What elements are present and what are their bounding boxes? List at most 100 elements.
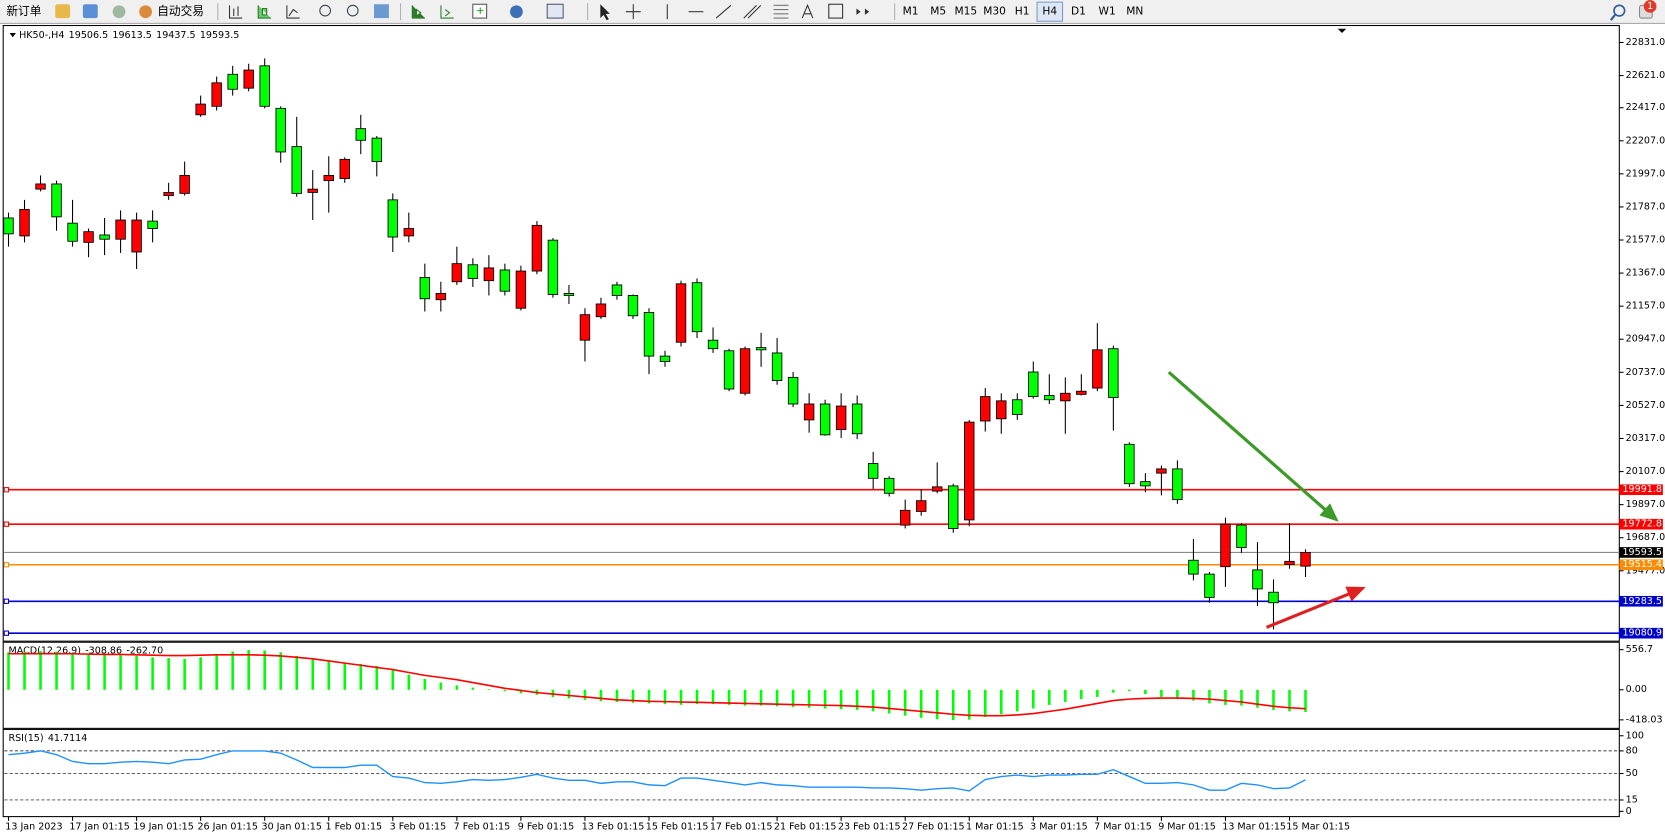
macd-bar: [391, 670, 395, 690]
notification-badge[interactable]: [1643, 0, 1657, 13]
level-label-bg: [1619, 484, 1663, 496]
x-tick-label: 27 Feb 01:15: [902, 822, 965, 833]
candle-body: [691, 282, 703, 333]
symbol: HK50-,H4: [19, 30, 64, 41]
candle-body: [1204, 573, 1215, 598]
timeframe-button[interactable]: H1: [1015, 5, 1030, 18]
macd-bar: [455, 685, 459, 690]
macd-bar: [695, 689, 699, 705]
macd-bar: [423, 678, 427, 690]
shift-icon[interactable]: [411, 5, 426, 19]
high-value: 19613.5: [112, 30, 151, 41]
level-label: 19991.8: [1622, 484, 1661, 495]
timeframe-button[interactable]: D1: [1071, 5, 1086, 18]
candle-body: [211, 82, 222, 107]
auto-trading-icon[interactable]: [139, 5, 152, 19]
crosshair-icon[interactable]: [625, 4, 641, 20]
y-tick-label: 19897.0: [1626, 499, 1665, 510]
macd-bar: [823, 689, 827, 709]
channel-icon[interactable]: [743, 4, 762, 19]
new-order-button[interactable]: 新订单: [6, 4, 41, 18]
macd-bar: [839, 689, 843, 710]
x-tick-label: 13 Mar 01:15: [1222, 822, 1286, 833]
macd-bar: [199, 657, 202, 690]
autoscroll-icon[interactable]: [440, 5, 454, 19]
macd-bar: [135, 655, 138, 690]
macd-bar: [1240, 689, 1243, 706]
label-icon[interactable]: [828, 3, 844, 19]
candle-body: [1124, 443, 1135, 485]
menu-marker: [9, 32, 16, 38]
y-tick-label: 22831.0: [1626, 37, 1665, 48]
zoom-out-icon[interactable]: [346, 4, 359, 17]
x-tick-label: 15 Mar 01:15: [1286, 822, 1350, 833]
candle-body: [723, 350, 735, 390]
macd-bar: [951, 689, 955, 721]
level-label-bg: [1619, 518, 1663, 530]
macd-label: MACD(12,26,9): [9, 645, 81, 656]
zoom-in-icon[interactable]: [319, 4, 331, 17]
main-window: [2, 24, 1620, 642]
bar-chart-icon[interactable]: [228, 5, 243, 19]
macd-bar: [471, 687, 475, 690]
timeframe-button[interactable]: M5: [930, 5, 946, 18]
y-tick-label: 20107.0: [1626, 466, 1665, 477]
y-tick-label: 15: [1626, 794, 1638, 805]
trendline-icon[interactable]: [715, 4, 732, 19]
macd-bar: [167, 658, 170, 690]
candle-body: [851, 403, 863, 435]
candle-body: [531, 224, 543, 272]
macd-bar: [1080, 689, 1083, 700]
text-icon[interactable]: [801, 3, 814, 19]
macd-bar: [407, 674, 411, 690]
periods-icon[interactable]: [510, 5, 523, 19]
timeframe-button[interactable]: W1: [1099, 5, 1116, 18]
timeframe-button[interactable]: M1: [903, 5, 919, 18]
y-tick-label: 20737.0: [1626, 367, 1665, 378]
candle-body: [835, 405, 847, 430]
fibo-icon[interactable]: [773, 4, 789, 19]
tile-icon[interactable]: [374, 4, 389, 19]
candle-body: [675, 283, 687, 343]
macd-bar: [1048, 689, 1051, 705]
cursor-icon[interactable]: [600, 4, 610, 21]
line-icon[interactable]: [286, 5, 300, 19]
candle-body: [547, 239, 559, 295]
arrows-icon[interactable]: [856, 8, 870, 15]
icon[interactable]: [112, 5, 126, 19]
candle-body: [1092, 349, 1103, 389]
level-label: 19080.9: [1622, 628, 1661, 639]
macd-bar: [583, 689, 587, 700]
candle-body: [403, 228, 415, 237]
macd-bar: [935, 689, 939, 720]
candle-body: [948, 485, 959, 529]
macd-bar: [1032, 689, 1035, 709]
search-icon[interactable]: [1613, 4, 1626, 17]
macd-bar: [983, 689, 987, 718]
x-tick-label: 19 Jan 01:15: [133, 822, 193, 833]
timeframe-button[interactable]: MN: [1126, 5, 1143, 18]
icon[interactable]: [82, 4, 98, 19]
candle-body: [627, 295, 639, 317]
x-tick-label: 13 Feb 01:15: [582, 822, 645, 833]
candle-body: [643, 312, 655, 357]
macd-bar: [999, 689, 1003, 715]
x-tick-label: 13 Jan 2023: [5, 822, 62, 833]
candle-body: [51, 183, 62, 218]
rsi-window: [2, 728, 1620, 818]
templates-icon[interactable]: [546, 3, 564, 19]
timeframe-button[interactable]: M15: [955, 5, 978, 18]
y-tick-label: 22417.0: [1626, 102, 1665, 113]
level-label: 19515.4: [1622, 559, 1661, 570]
timeframe-button[interactable]: M30: [983, 5, 1006, 18]
auto-trading-button[interactable]: 自动交易: [157, 4, 204, 18]
macd-bar: [23, 651, 26, 690]
y-tick-label: 50: [1626, 768, 1638, 779]
candle-body: [1236, 524, 1247, 548]
search-icon: [1609, 14, 1616, 21]
timeframe-button[interactable]: H4: [1042, 5, 1057, 18]
y-tick-label: 0: [1626, 806, 1632, 817]
macd-bar: [1144, 689, 1147, 695]
icon[interactable]: [55, 4, 71, 19]
